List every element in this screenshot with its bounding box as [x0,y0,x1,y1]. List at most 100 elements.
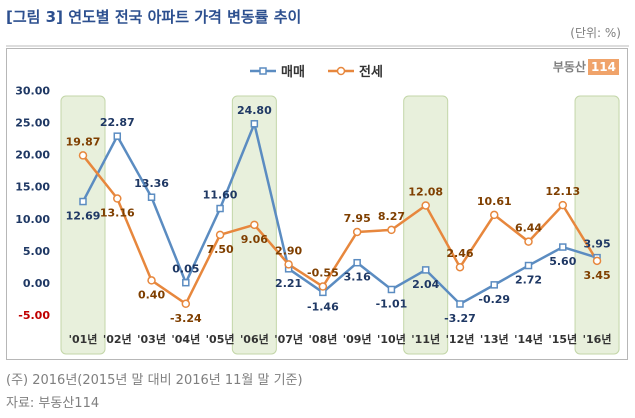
x-tick-label: '03년 [137,332,166,346]
data-point [353,258,361,267]
data-point [250,120,259,128]
y-tick-label: 5.00 [23,245,50,258]
x-tick-label: '08년 [308,332,337,346]
data-label: 2.90 [275,244,302,257]
data-label: -1.01 [376,297,408,310]
x-tick-label: '06년 [240,332,269,346]
data-label: 7.50 [207,243,234,256]
x-tick-label: '15년 [548,332,577,346]
x-tick-label: '07년 [274,332,303,346]
data-label: 24.80 [237,104,272,117]
x-tick-label: '10년 [377,332,406,346]
data-label: 6.44 [515,222,542,235]
x-tick-label: '09년 [343,332,372,346]
data-point [592,256,602,266]
x-tick-label: '04년 [171,332,200,346]
brand-text: 부동산 [552,60,586,74]
legend-label: 매매 [281,65,305,80]
data-label: 0.05 [172,263,199,276]
data-point [147,276,156,285]
data-point [318,282,328,291]
data-point [182,278,190,287]
data-label: 3.45 [583,269,610,282]
y-tick-label: 15.00 [15,181,50,194]
series-line [82,154,599,306]
data-point [250,220,259,230]
y-tick-label: 30.00 [15,84,50,97]
data-label: 3.95 [583,238,610,251]
data-label: 0.40 [138,288,165,301]
chart-frame [6,48,628,360]
data-label: 2.04 [412,278,439,291]
legend-label: 전세 [359,64,383,80]
x-tick-label: '01년 [69,332,98,346]
data-label: 13.36 [134,177,169,190]
data-point [181,299,191,309]
brand-logo: 부동산 114 [553,58,619,75]
data-label: 2.46 [446,247,473,260]
data-point [421,266,430,274]
data-label: 11.60 [203,189,238,202]
line-chart: 30.00 25.00 20.00 15.00 10.00 5.00 0.00 -5.00 '0… [15,64,620,355]
data-point [490,281,498,289]
data-point [387,225,396,235]
data-label: 9.06 [241,233,268,246]
y-tick-label: 25.00 [15,117,50,130]
title-divider [6,45,629,47]
y-tick-label: 0.00 [23,277,50,290]
x-tick-label: '05년 [206,332,235,346]
data-point [284,260,293,269]
y-tick-label: 10.00 [15,213,50,226]
data-label: 5.60 [549,255,576,268]
data-label: 12.13 [545,185,580,198]
legend-marker [336,66,346,76]
data-label: 12.69 [66,210,101,223]
data-point [352,227,362,237]
data-label: 2.72 [515,274,542,287]
data-point [455,262,465,272]
y-tick-label: 20.00 [15,149,50,162]
data-point [524,261,533,270]
data-point [113,132,122,140]
data-label: 12.08 [408,185,443,198]
data-label: 3.16 [344,271,371,284]
data-point [216,204,224,213]
data-point [387,285,396,294]
highlight-band [403,95,449,355]
x-tick-label: '02년 [103,332,132,346]
data-label: -0.29 [478,293,510,306]
figure-title: [그림 3] 연도별 전국 아파트 가격 변동률 추이 [6,8,302,26]
data-label: -0.55 [307,267,339,280]
data-point [147,193,156,201]
series-line [81,119,598,306]
data-point [78,151,88,160]
data-label: -1.46 [307,300,339,313]
data-point [456,300,464,308]
unit-label: (단위: %) [570,26,621,40]
data-point [489,210,499,220]
x-tick-label: '16년 [583,332,612,346]
y-tick-label: -5.00 [18,309,50,322]
x-tick-label: '12년 [446,332,475,346]
source-note: 자료: 부동산114 [6,396,100,411]
highlight-band [574,95,620,355]
legend-marker [259,67,267,75]
x-tick-label: '13년 [480,332,509,346]
data-point [559,243,567,251]
data-label: 2.21 [275,277,302,290]
data-point [79,197,87,206]
x-tick-label: '11년 [411,332,440,346]
data-label: 8.27 [378,210,405,223]
data-label: 22.87 [100,116,135,129]
data-label: 13.16 [100,207,135,220]
data-label: 7.95 [344,212,371,225]
data-label: -3.24 [170,312,202,325]
data-point [215,230,225,240]
highlight-band [60,95,106,355]
brand-number: 114 [587,59,619,75]
data-label: -3.27 [444,312,476,325]
footnote: (주) 2016년(2015년 말 대비 2016년 11월 말 기준) [6,373,303,388]
data-point [558,200,568,210]
data-label: 10.61 [477,195,512,208]
data-label: 19.87 [66,135,101,148]
